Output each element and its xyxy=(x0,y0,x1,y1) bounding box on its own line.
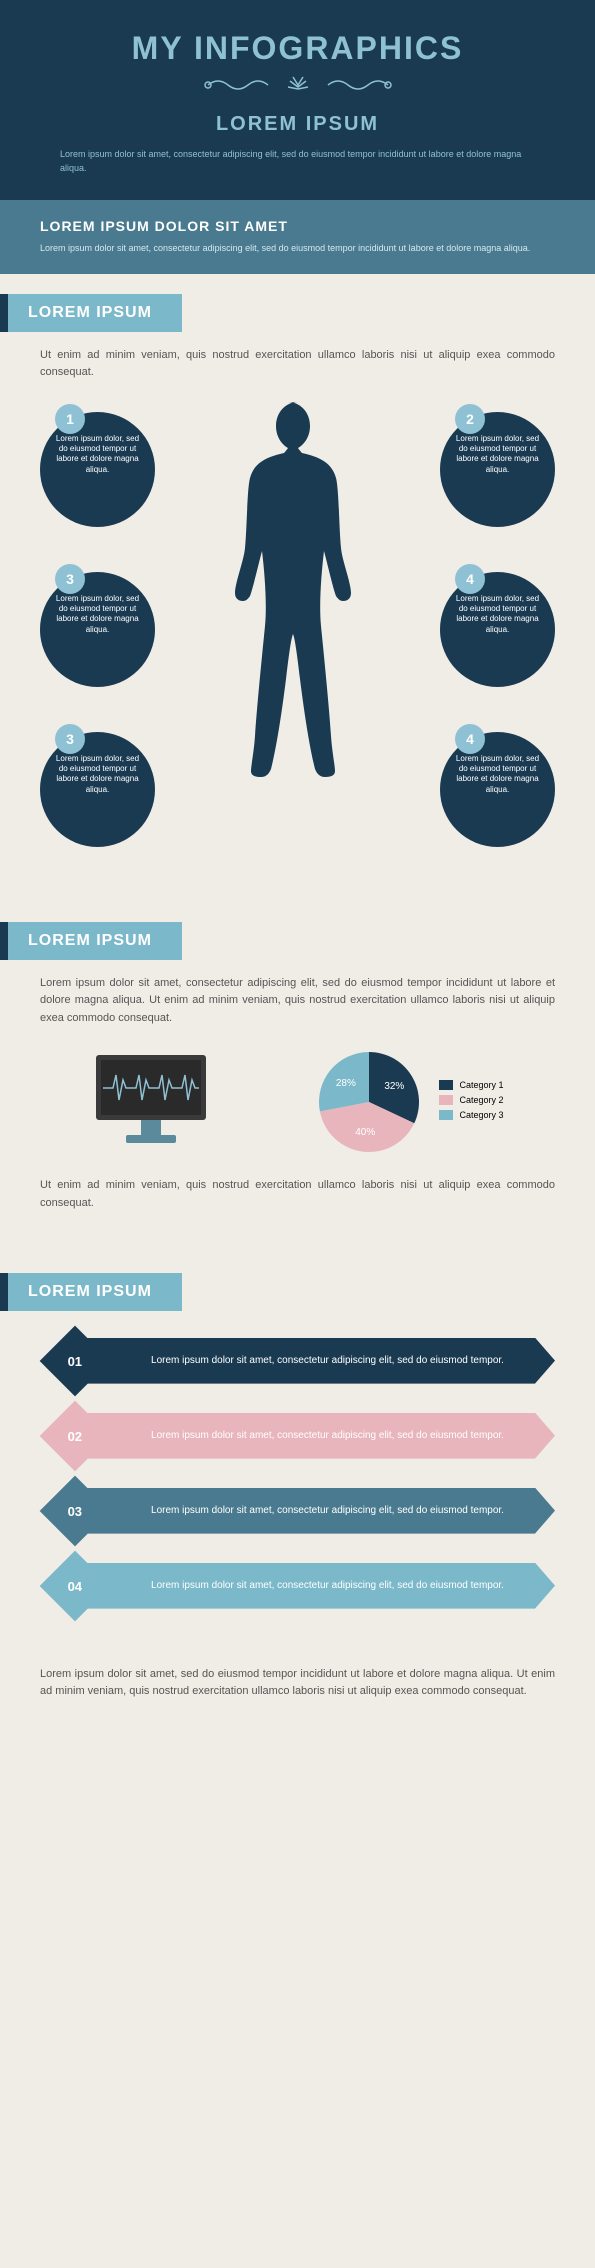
arrow-item: 01Lorem ipsum dolor sit amet, consectetu… xyxy=(40,1336,555,1386)
bubble-text: Lorem ipsum dolor, sed do eiusmod tempor… xyxy=(452,594,543,636)
header: MY INFOGRAPHICS LOREM IPSUM Lorem ipsum … xyxy=(0,0,595,200)
bubble-number: 1 xyxy=(55,404,85,434)
arrow-text: Lorem ipsum dolor sit amet, consectetur … xyxy=(85,1413,555,1459)
human-body-icon xyxy=(208,402,388,872)
arrow-item: 03Lorem ipsum dolor sit amet, consectetu… xyxy=(40,1486,555,1536)
chart-row: 32% 40% 28% Category 1 Category 2 Category 3 xyxy=(40,1047,555,1157)
subheader-description: Lorem ipsum dolor sit amet, consectetur … xyxy=(40,242,555,256)
subtitle: LOREM IPSUM xyxy=(40,113,555,136)
legend-item: Category 3 xyxy=(439,1110,503,1120)
legend-swatch xyxy=(439,1080,453,1090)
arrow-item: 02Lorem ipsum dolor sit amet, consectetu… xyxy=(40,1411,555,1461)
arrow-item: 04Lorem ipsum dolor sit amet, consectetu… xyxy=(40,1561,555,1611)
body-bubble-4: 4Lorem ipsum dolor, sed do eiusmod tempo… xyxy=(440,572,555,687)
bubble-text: Lorem ipsum dolor, sed do eiusmod tempor… xyxy=(52,594,143,636)
pie-label: 32% xyxy=(385,1081,405,1092)
pie-label: 28% xyxy=(336,1078,356,1089)
section-2: LOREM IPSUM Lorem ipsum dolor sit amet, … xyxy=(0,902,595,1253)
legend-swatch xyxy=(439,1095,453,1105)
section-1: LOREM IPSUM Ut enim ad minim veniam, qui… xyxy=(0,274,595,902)
arrow-text: Lorem ipsum dolor sit amet, consectetur … xyxy=(85,1488,555,1534)
legend-item: Category 2 xyxy=(439,1095,503,1105)
flourish-icon xyxy=(40,75,555,101)
monitor-icon xyxy=(91,1050,211,1155)
body-bubble-5: 3Lorem ipsum dolor, sed do eiusmod tempo… xyxy=(40,732,155,847)
bubble-text: Lorem ipsum dolor, sed do eiusmod tempor… xyxy=(452,754,543,796)
legend-item: Category 1 xyxy=(439,1080,503,1090)
bubble-number: 2 xyxy=(455,404,485,434)
subheader-title: LOREM IPSUM DOLOR SIT AMET xyxy=(40,218,555,234)
legend-label: Category 3 xyxy=(459,1110,503,1120)
bubble-number: 3 xyxy=(55,724,85,754)
legend-swatch xyxy=(439,1110,453,1120)
body-bubble-1: 1Lorem ipsum dolor, sed do eiusmod tempo… xyxy=(40,412,155,527)
body-bubble-3: 3Lorem ipsum dolor, sed do eiusmod tempo… xyxy=(40,572,155,687)
bubble-text: Lorem ipsum dolor, sed do eiusmod tempor… xyxy=(52,754,143,796)
section-3-banner: LOREM IPSUM xyxy=(0,1273,182,1311)
subheader: LOREM IPSUM DOLOR SIT AMET Lorem ipsum d… xyxy=(0,200,595,274)
bubble-number: 4 xyxy=(455,724,485,754)
arrow-text: Lorem ipsum dolor sit amet, consectetur … xyxy=(85,1563,555,1609)
main-title: MY INFOGRAPHICS xyxy=(40,30,555,67)
pie-legend: Category 1 Category 2 Category 3 xyxy=(439,1080,503,1125)
section-1-text: Ut enim ad minim veniam, quis nostrud ex… xyxy=(40,347,555,382)
bubble-number: 4 xyxy=(455,564,485,594)
bubble-text: Lorem ipsum dolor, sed do eiusmod tempor… xyxy=(452,434,543,476)
section-3: LOREM IPSUM 01Lorem ipsum dolor sit amet… xyxy=(0,1253,595,1656)
bubble-text: Lorem ipsum dolor, sed do eiusmod tempor… xyxy=(52,434,143,476)
pie-label: 40% xyxy=(356,1127,376,1138)
footer-text: Lorem ipsum dolor sit amet, sed do eiusm… xyxy=(0,1656,595,1731)
pie-chart-area: 32% 40% 28% Category 1 Category 2 Category 3 xyxy=(314,1047,503,1157)
legend-label: Category 1 xyxy=(459,1080,503,1090)
pie-chart: 32% 40% 28% xyxy=(314,1047,424,1157)
arrow-text: Lorem ipsum dolor sit amet, consectetur … xyxy=(85,1338,555,1384)
arrow-list: 01Lorem ipsum dolor sit amet, consectetu… xyxy=(40,1336,555,1611)
section-2-text-2: Ut enim ad minim veniam, quis nostrud ex… xyxy=(40,1177,555,1212)
section-2-text-1: Lorem ipsum dolor sit amet, consectetur … xyxy=(40,975,555,1028)
header-description: Lorem ipsum dolor sit amet, consectetur … xyxy=(40,148,555,175)
body-bubble-6: 4Lorem ipsum dolor, sed do eiusmod tempo… xyxy=(440,732,555,847)
section-2-banner: LOREM IPSUM xyxy=(0,922,182,960)
legend-label: Category 2 xyxy=(459,1095,503,1105)
bubble-number: 3 xyxy=(55,564,85,594)
body-bubble-2: 2Lorem ipsum dolor, sed do eiusmod tempo… xyxy=(440,412,555,527)
section-1-banner: LOREM IPSUM xyxy=(0,294,182,332)
body-diagram: 1Lorem ipsum dolor, sed do eiusmod tempo… xyxy=(40,402,555,882)
